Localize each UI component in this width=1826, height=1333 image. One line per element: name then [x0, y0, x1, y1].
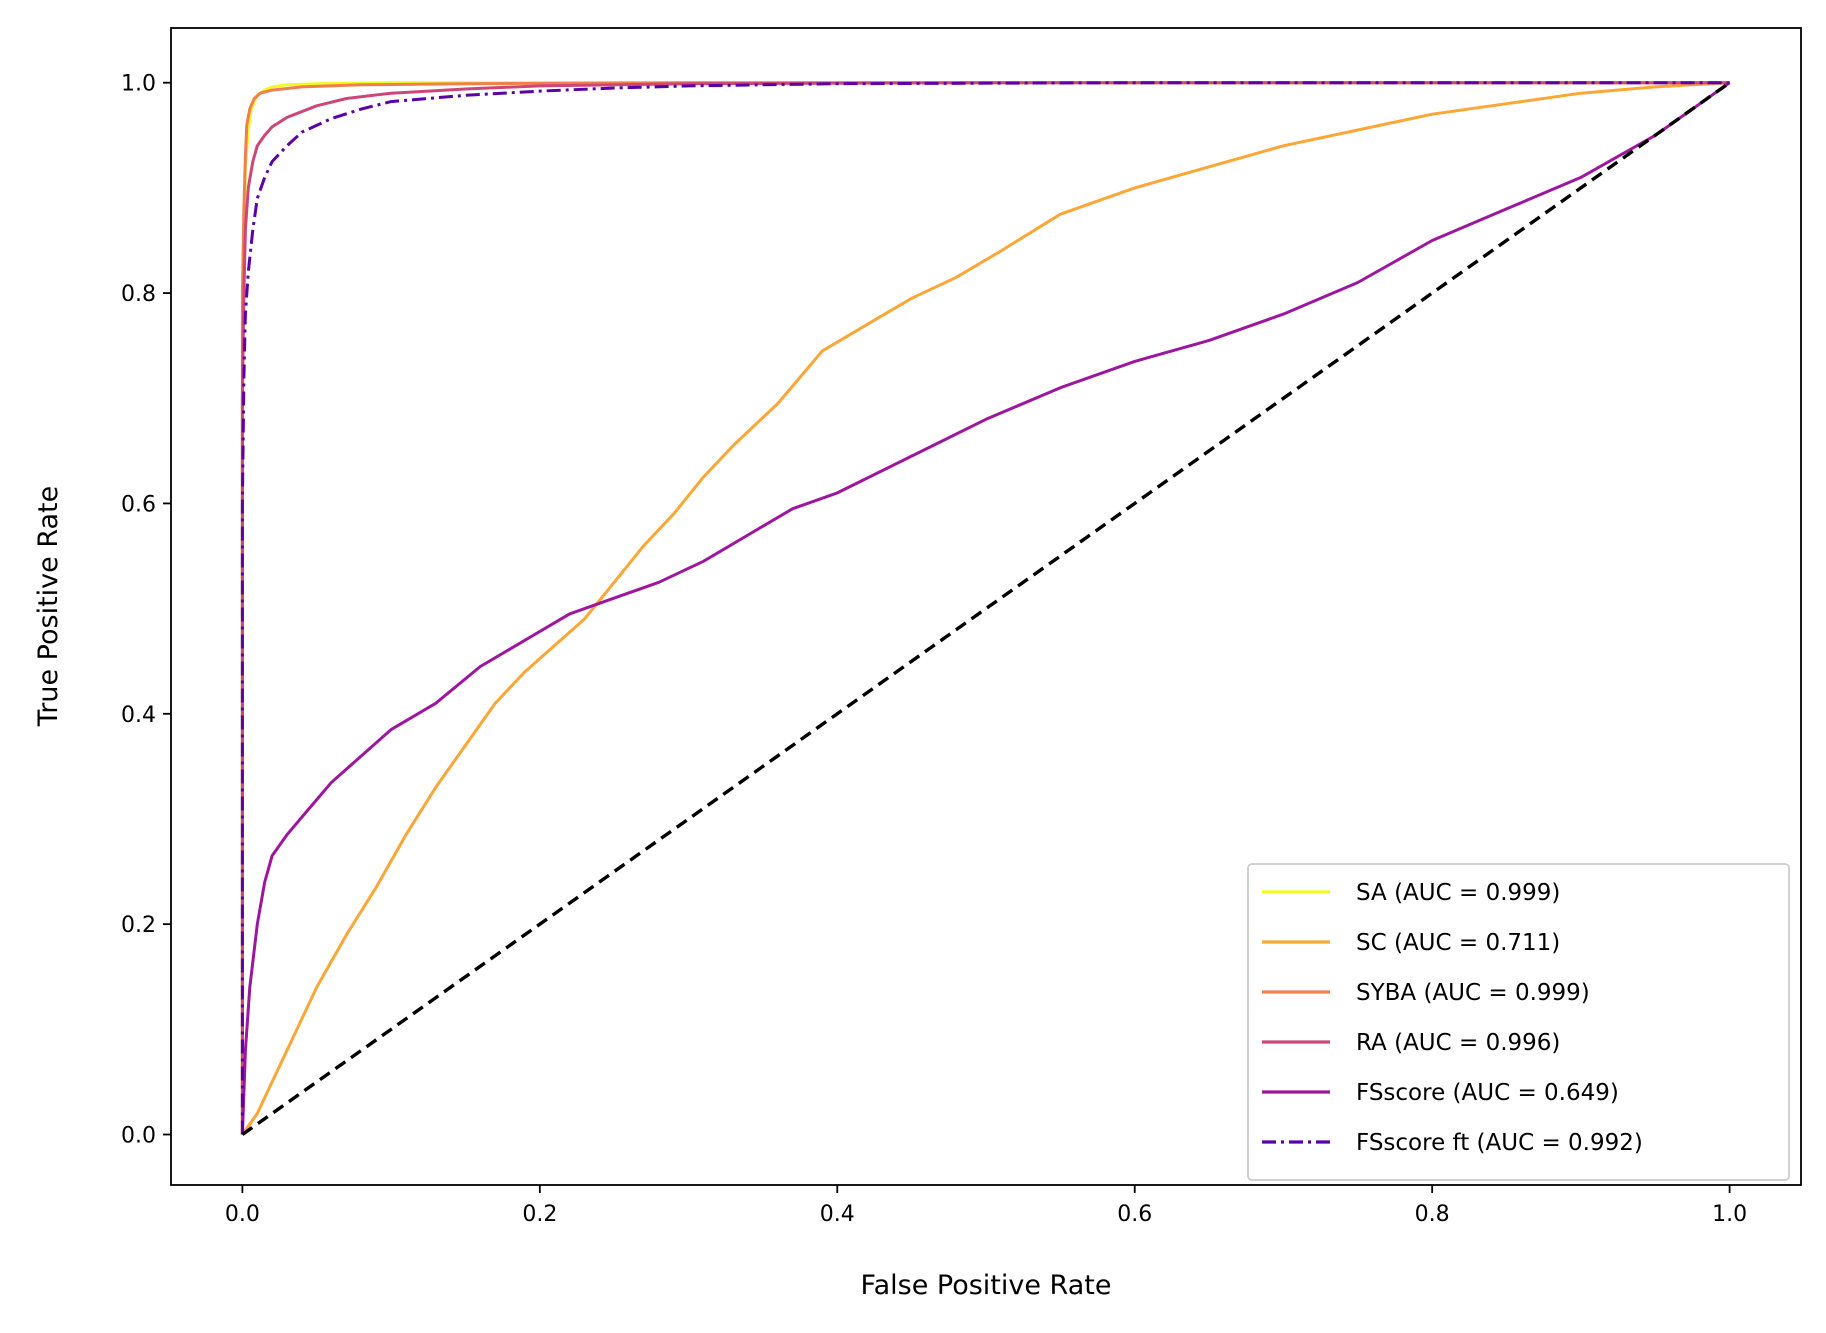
y-tick-label: 1.0 — [121, 72, 156, 97]
series-line-syba — [240, 81, 1730, 1135]
y-axis: 0.0 0.2 0.4 0.6 0.8 1.0 — [121, 72, 171, 1149]
x-tick-label: 1.0 — [1712, 1202, 1747, 1227]
x-tick-label: 0.0 — [225, 1202, 260, 1227]
series-layer — [240, 81, 1731, 1136]
plot-frame — [170, 27, 1802, 1186]
series-line-fsscore-ft — [240, 81, 1730, 1135]
y-tick-label: 0.8 — [121, 282, 156, 307]
legend-label: SYBA (AUC = 0.999) — [1356, 980, 1590, 1006]
x-axis-title: False Positive Rate — [861, 1270, 1112, 1301]
legend-label: FSscore ft (AUC = 0.992) — [1356, 1130, 1643, 1156]
y-tick-label: 0.4 — [121, 703, 156, 728]
legend-box — [1247, 863, 1790, 1181]
legend-label: FSscore (AUC = 0.649) — [1356, 1080, 1619, 1106]
y-axis-title: True Positive Rate — [33, 486, 64, 728]
series-line-ra — [240, 81, 1730, 1135]
legend-label: SC (AUC = 0.711) — [1356, 930, 1560, 956]
legend: SA (AUC = 0.999) SC (AUC = 0.711) SYBA (AU… — [1247, 863, 1790, 1181]
legend-label: SA (AUC = 0.999) — [1356, 880, 1560, 906]
y-tick-label: 0.0 — [121, 1124, 156, 1149]
x-tick-label: 0.8 — [1415, 1202, 1450, 1227]
x-axis: 0.0 0.2 0.4 0.6 0.8 1.0 — [225, 1185, 1747, 1227]
series-line-sc — [241, 81, 1730, 1136]
x-tick-label: 0.2 — [522, 1202, 557, 1227]
y-tick-label: 0.2 — [121, 913, 156, 938]
x-tick-label: 0.6 — [1117, 1202, 1152, 1227]
series-line-fsscore — [240, 81, 1731, 1135]
y-tick-label: 0.6 — [121, 492, 156, 517]
x-tick-label: 0.4 — [820, 1202, 855, 1227]
legend-label: RA (AUC = 0.996) — [1356, 1030, 1560, 1056]
